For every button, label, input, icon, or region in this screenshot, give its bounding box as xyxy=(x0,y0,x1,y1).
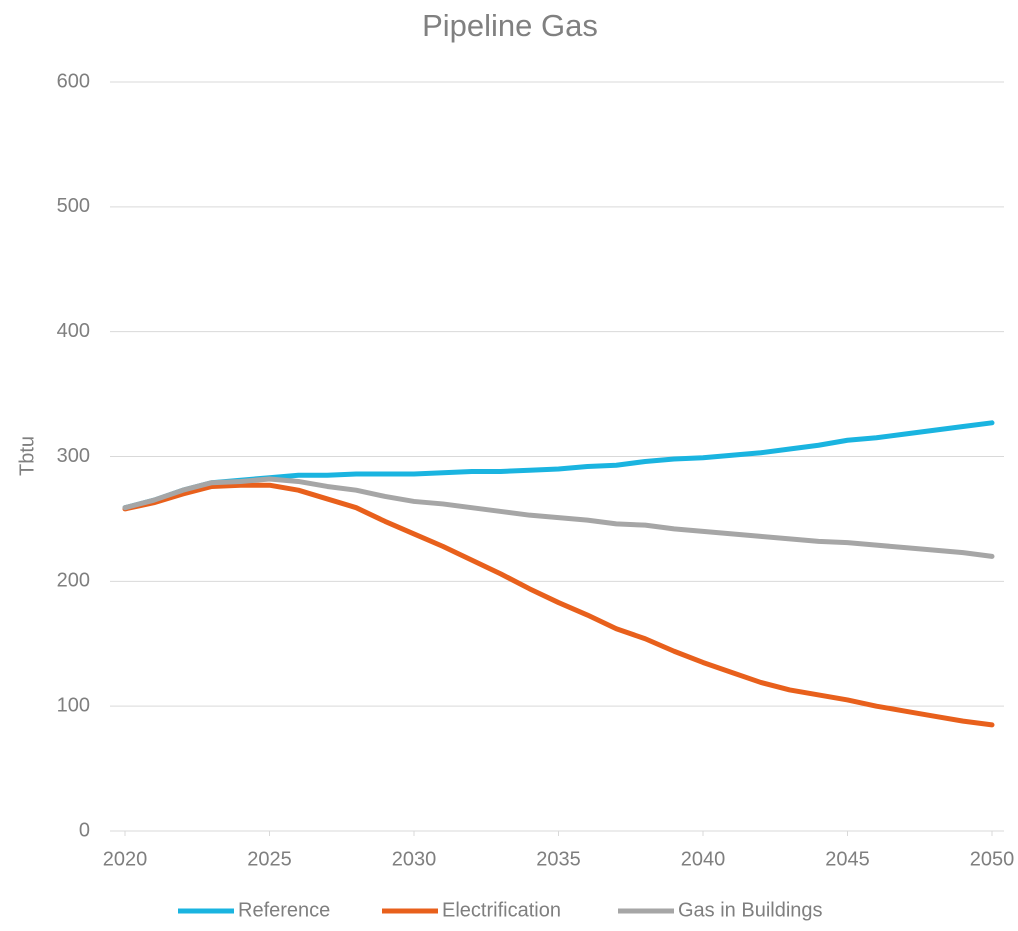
x-tick-label: 2025 xyxy=(247,848,292,870)
y-tick-label: 0 xyxy=(79,819,90,841)
x-tick-label: 2035 xyxy=(536,848,581,870)
line-series xyxy=(122,482,995,728)
y-tick-label: 200 xyxy=(57,570,90,592)
legend-label: Reference xyxy=(238,899,330,921)
legend-label: Electrification xyxy=(442,899,561,921)
chart-title: Pipeline Gas xyxy=(422,8,598,43)
y-axis-label: Tbtu xyxy=(16,436,38,476)
y-tick-label: 500 xyxy=(57,195,90,217)
y-tick-label: 100 xyxy=(57,694,90,716)
x-tick-label: 2045 xyxy=(825,848,870,870)
line-series xyxy=(122,420,995,511)
y-tick-label: 400 xyxy=(57,320,90,342)
y-tick-label: 300 xyxy=(57,445,90,467)
line-series xyxy=(122,476,995,559)
x-tick-label: 2020 xyxy=(103,848,148,870)
x-tick-label: 2040 xyxy=(681,848,726,870)
x-tick-label: 2030 xyxy=(392,848,437,870)
y-tick-label: 600 xyxy=(57,70,90,92)
legend-label: Gas in Buildings xyxy=(678,899,823,921)
x-tick-label: 2050 xyxy=(970,848,1015,870)
